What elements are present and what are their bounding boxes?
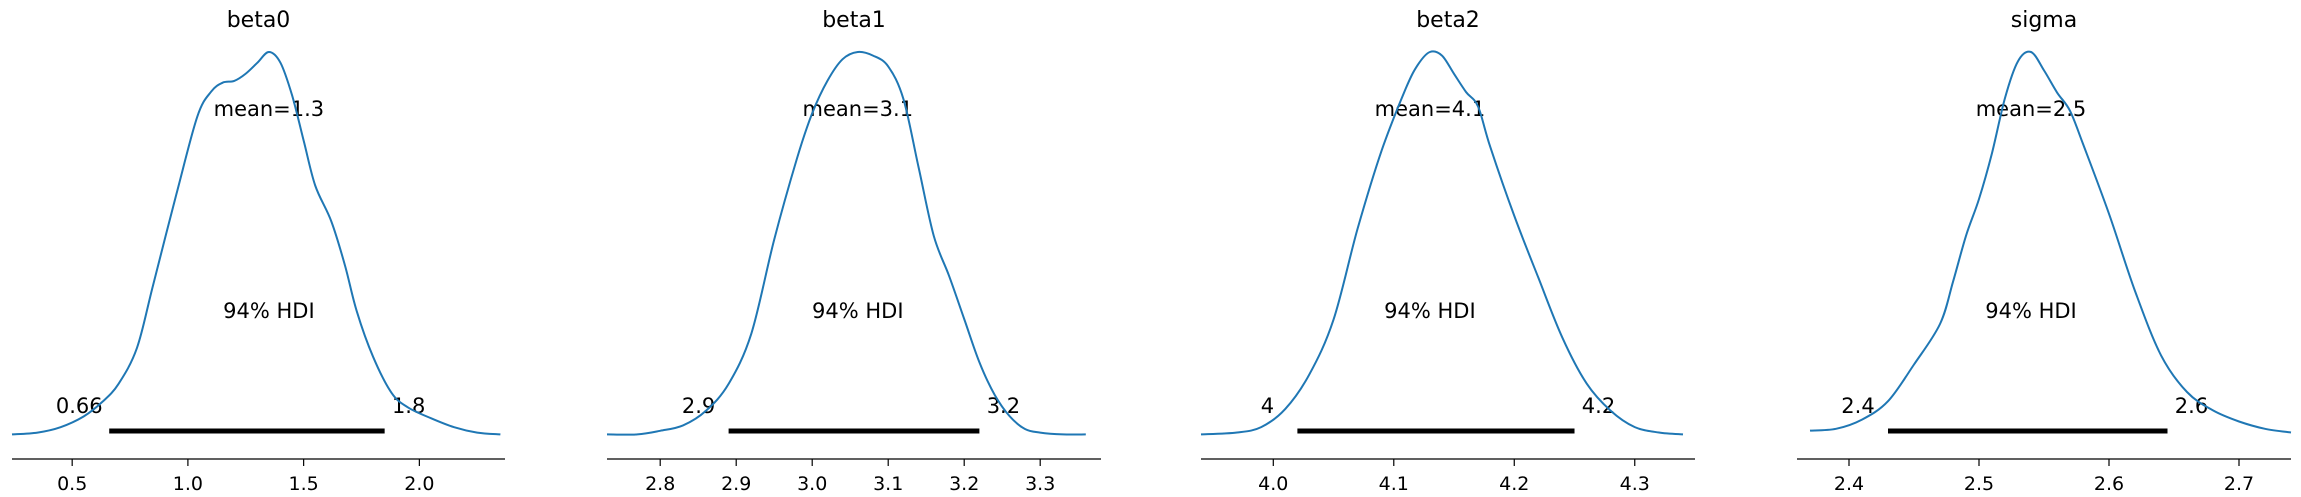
hdi-label-beta1: 94% HDI: [812, 299, 904, 323]
x-tick-label-beta0-1: 1.0: [173, 473, 203, 495]
x-tick-label-sigma-2: 2.6: [2094, 473, 2124, 495]
hdi-label-sigma: 94% HDI: [1985, 299, 2077, 323]
hdi-low-label-beta2: 4: [1261, 394, 1274, 418]
density-curve-beta0: [11, 50, 501, 436]
hdi-low-label-beta0: 0.66: [56, 394, 103, 418]
density-curve-beta1: [606, 50, 1086, 436]
title-sigma: sigma: [2011, 8, 2077, 33]
panel-beta0: beta0 mean=1.3 94% HDI 0.66 1.8 0.5 1.0 1.…: [11, 8, 505, 495]
mean-label-beta2: mean=4.1: [1375, 97, 1486, 121]
panel-sigma: sigma mean=2.5 94% HDI 2.4 2.6 2.4 2.5 2.6…: [1797, 8, 2292, 495]
x-tick-label-beta0-0: 0.5: [57, 473, 87, 495]
x-tick-label-sigma-1: 2.5: [1964, 473, 1994, 495]
hdi-label-beta2: 94% HDI: [1384, 299, 1476, 323]
title-beta0: beta0: [227, 8, 291, 33]
x-tick-label-beta0-2: 1.5: [289, 473, 319, 495]
hdi-label-beta0: 94% HDI: [223, 299, 315, 323]
x-tick-label-sigma-0: 2.4: [1834, 473, 1864, 495]
x-tick-label-beta2-1: 4.1: [1379, 473, 1409, 495]
hdi-low-label-sigma: 2.4: [1841, 394, 1874, 418]
mean-label-sigma: mean=2.5: [1976, 97, 2087, 121]
hdi-high-label-beta1: 3.2: [987, 394, 1020, 418]
panel-beta2: beta2 mean=4.1 94% HDI 4 4.2 4.0 4.1 4.2 4.…: [1200, 8, 1695, 495]
title-beta1: beta1: [822, 8, 886, 33]
x-tick-label-beta1-5: 3.3: [1025, 473, 1055, 495]
x-tick-label-beta0-3: 2.0: [404, 473, 434, 495]
x-tick-label-beta2-3: 4.3: [1620, 473, 1650, 495]
x-tick-label-beta1-0: 2.8: [645, 473, 675, 495]
mean-label-beta1: mean=3.1: [803, 97, 914, 121]
x-tick-label-beta1-1: 2.9: [721, 473, 751, 495]
density-curve-beta2: [1200, 50, 1684, 436]
x-tick-label-beta1-3: 3.1: [873, 473, 903, 495]
x-tick-label-sigma-3: 2.7: [2224, 473, 2254, 495]
x-tick-label-beta1-4: 3.2: [949, 473, 979, 495]
density-curve-sigma: [1809, 50, 2292, 434]
x-tick-label-beta2-0: 4.0: [1258, 473, 1288, 495]
hdi-high-label-sigma: 2.6: [2175, 394, 2208, 418]
x-tick-label-beta1-2: 3.0: [797, 473, 827, 495]
panel-beta1: beta1 mean=3.1 94% HDI 2.9 3.2 2.8 2.9 3.0…: [606, 8, 1101, 495]
title-beta2: beta2: [1416, 8, 1480, 33]
mean-label-beta0: mean=1.3: [214, 97, 325, 121]
x-tick-label-beta2-2: 4.2: [1499, 473, 1529, 495]
